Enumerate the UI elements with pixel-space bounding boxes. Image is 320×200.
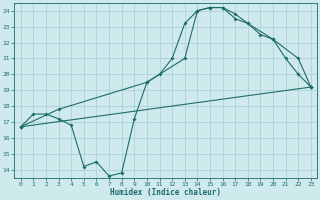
X-axis label: Humidex (Indice chaleur): Humidex (Indice chaleur) (110, 188, 221, 197)
